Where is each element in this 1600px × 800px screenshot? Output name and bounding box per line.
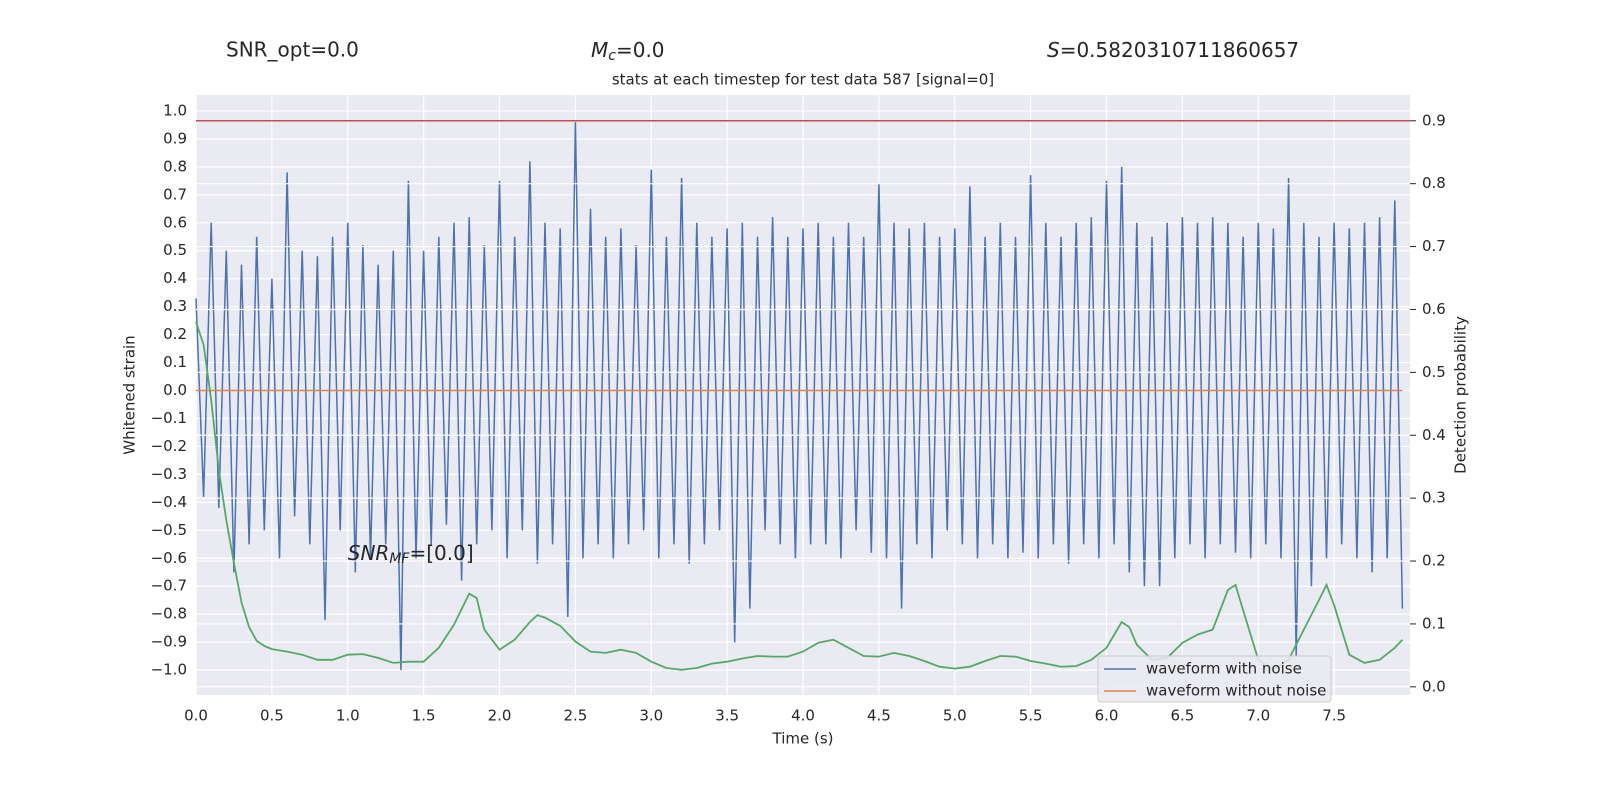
y-tick-label: 1.0 [163, 101, 187, 119]
chirp-mass: Mc=0.0 [591, 38, 665, 65]
y-tick-label: 0.1 [163, 353, 187, 371]
y-tick-label: 0.2 [163, 325, 187, 343]
y2-tick-label: 0.5 [1422, 363, 1446, 381]
x-tick-label: 4.0 [791, 707, 815, 725]
y-tick-label: 0.9 [163, 129, 187, 147]
x-tick-label: 0.5 [260, 707, 284, 725]
y-tick-label: −1.0 [151, 661, 187, 679]
x-axis-label: Time (s) [772, 730, 834, 748]
probability-line [195, 321, 1404, 671]
value: =0.5820310711860657 [1060, 38, 1299, 62]
score: S=0.5820310711860657 [1047, 38, 1299, 62]
y-tick-label: 0.6 [163, 213, 187, 231]
y-tick-label: 0.5 [163, 241, 187, 259]
x-tick-label: 5.0 [943, 707, 967, 725]
y2-tick-label: 0.6 [1422, 300, 1446, 318]
y2-tick-label: 0.9 [1422, 111, 1446, 129]
y-axis-label: Whitened strain [121, 335, 139, 454]
x-tick-label: 2.5 [563, 707, 587, 725]
y-tick-label: −0.5 [151, 521, 187, 539]
y2-tick-label: 0.2 [1422, 552, 1446, 570]
legend-box [1097, 655, 1332, 703]
legend-label: waveform with noise [1146, 660, 1302, 678]
x-tick-label: 3.0 [639, 707, 663, 725]
snr-mf: SNRMF=[0.0] [348, 541, 474, 568]
value: =0.0 [616, 38, 665, 62]
x-tick-label: 6.0 [1095, 707, 1119, 725]
y-tick-label: −0.9 [151, 633, 187, 651]
y-tick-label: 0.8 [163, 157, 187, 175]
symbol: S [1047, 38, 1060, 62]
x-tick-label: 2.0 [488, 707, 512, 725]
y-tick-label: −0.2 [151, 437, 187, 455]
y-tick-label: −0.1 [151, 409, 187, 427]
x-tick-label: 7.5 [1322, 707, 1346, 725]
y2-tick-label: 0.4 [1422, 426, 1446, 444]
y2-axis-label: Detection probability [1452, 316, 1470, 474]
snr-opt: SNR_opt=0.0 [226, 38, 359, 62]
y-tick-label: −0.3 [151, 465, 187, 483]
y2-tick-label: 0.1 [1422, 614, 1446, 632]
y-tick-label: −0.6 [151, 549, 187, 567]
symbol: SNR [348, 541, 390, 565]
y2-tick-label: 0.0 [1422, 677, 1446, 695]
y-tick-label: 0.4 [163, 269, 187, 287]
y-tick-label: −0.4 [151, 493, 187, 511]
x-tick-label: 0.0 [184, 707, 208, 725]
y-tick-label: −0.8 [151, 605, 187, 623]
y-tick-label: 0.7 [163, 185, 187, 203]
subscript: c [608, 48, 616, 64]
subscript: MF [389, 551, 410, 567]
x-tick-label: 1.5 [412, 707, 436, 725]
x-tick-label: 3.5 [715, 707, 739, 725]
x-tick-label: 4.5 [867, 707, 891, 725]
y-tick-label: 0.3 [163, 297, 187, 315]
y2-tick-label: 0.8 [1422, 174, 1446, 192]
y-tick-label: 0.0 [163, 381, 187, 399]
x-tick-label: 6.5 [1170, 707, 1194, 725]
symbol: M [591, 38, 608, 62]
y2-tick-label: 0.7 [1422, 237, 1446, 255]
x-tick-label: 1.0 [336, 707, 360, 725]
legend-label: waveform without noise [1146, 682, 1326, 700]
chart-title: stats at each timestep for test data 587… [612, 71, 994, 89]
x-tick-label: 5.5 [1019, 707, 1043, 725]
y-tick-label: −0.7 [151, 577, 187, 595]
value: =[0.0] [409, 541, 473, 565]
y2-tick-label: 0.3 [1422, 489, 1446, 507]
x-tick-label: 7.0 [1246, 707, 1270, 725]
